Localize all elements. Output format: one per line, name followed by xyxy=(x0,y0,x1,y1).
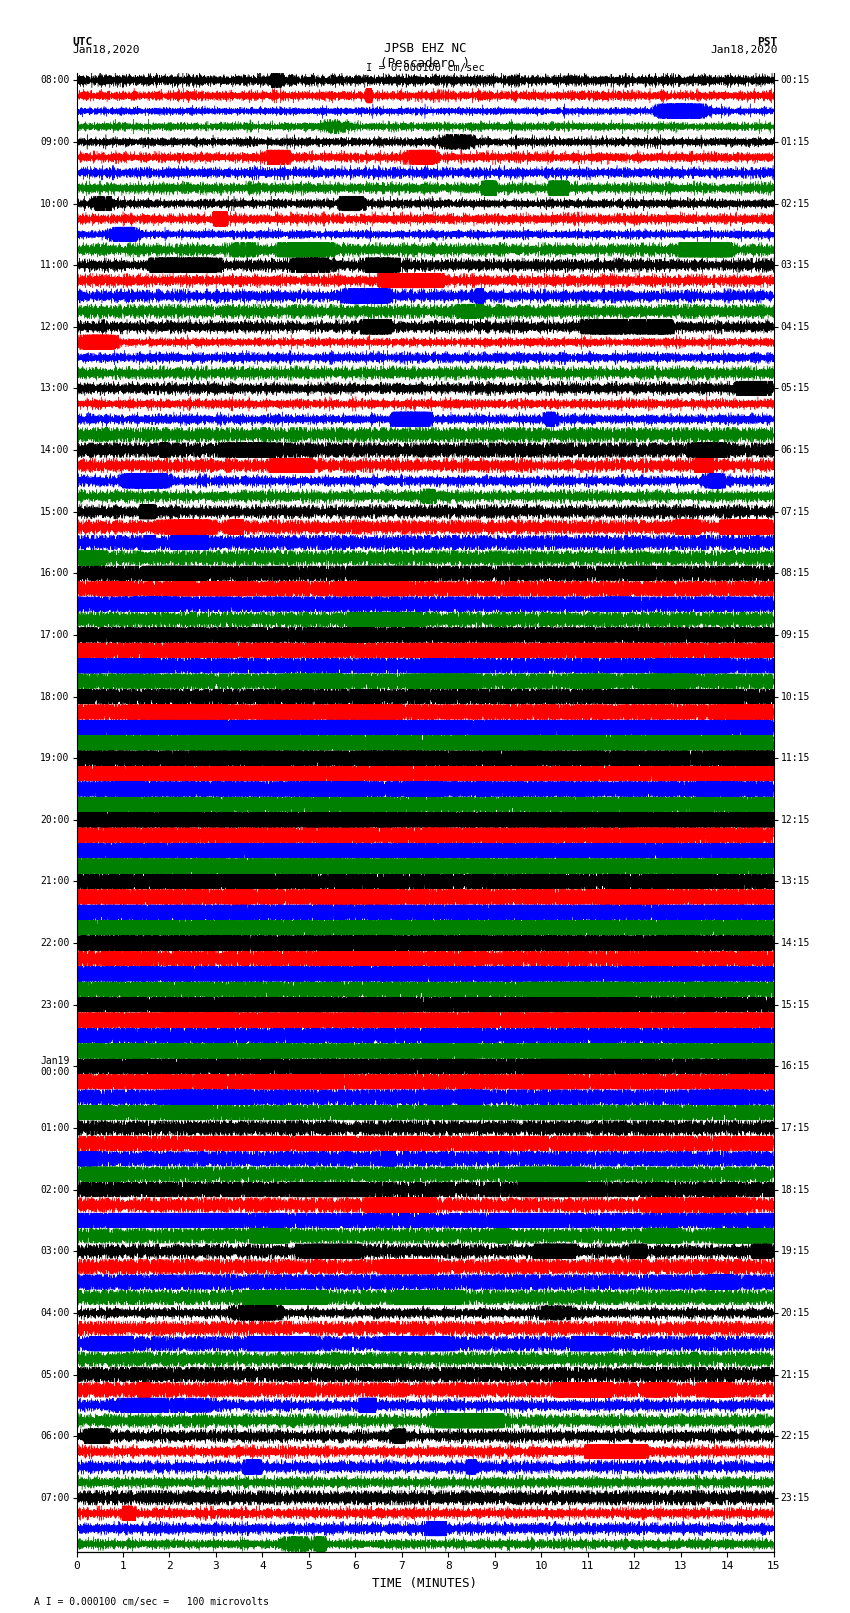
Text: Jan18,2020: Jan18,2020 xyxy=(72,45,139,55)
Text: Jan18,2020: Jan18,2020 xyxy=(711,45,778,55)
Text: A I = 0.000100 cm/sec =   100 microvolts: A I = 0.000100 cm/sec = 100 microvolts xyxy=(34,1597,269,1607)
Text: UTC: UTC xyxy=(72,37,93,47)
X-axis label: TIME (MINUTES): TIME (MINUTES) xyxy=(372,1578,478,1590)
Text: PST: PST xyxy=(757,37,778,47)
Text: I = 0.000100 cm/sec: I = 0.000100 cm/sec xyxy=(366,63,484,73)
Title: JPSB EHZ NC
(Pescadero ): JPSB EHZ NC (Pescadero ) xyxy=(380,42,470,69)
